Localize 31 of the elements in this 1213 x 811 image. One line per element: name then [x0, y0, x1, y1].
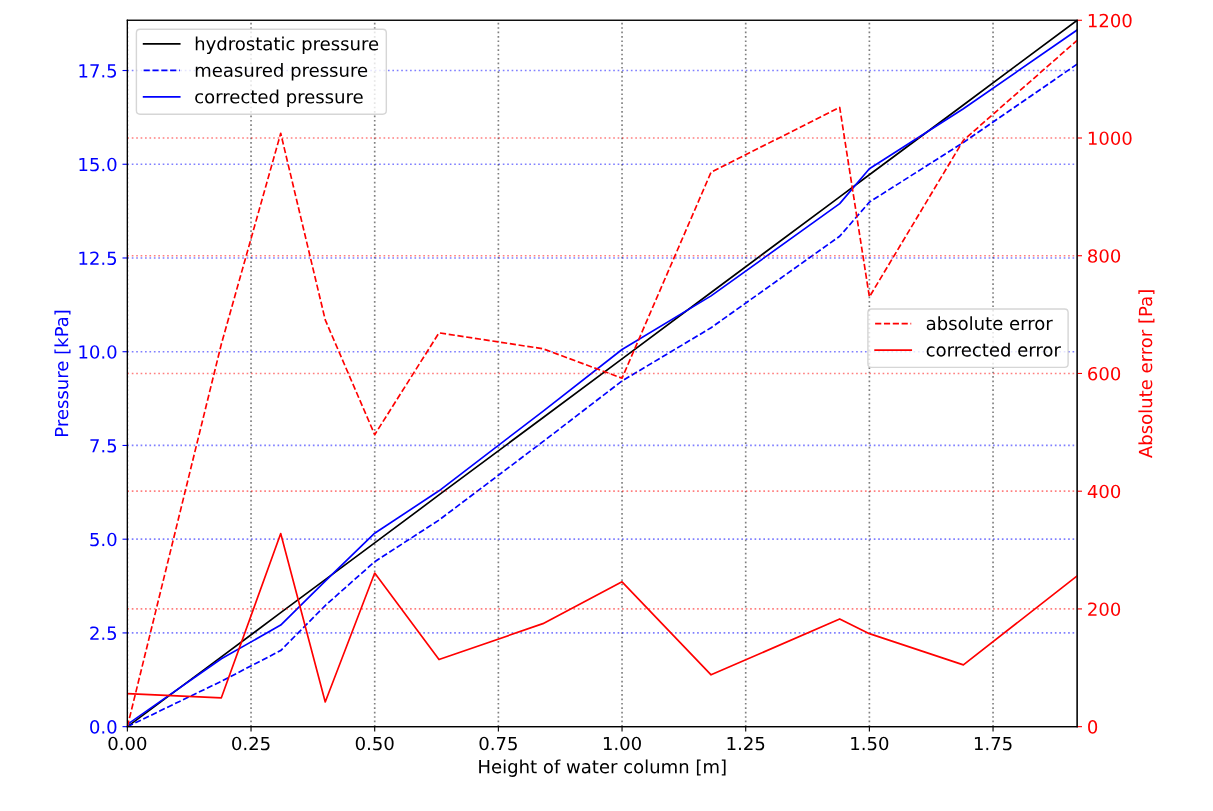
y-tick-label: 5.0 — [90, 532, 117, 547]
x-axis-title: Height of water column [m] — [479, 759, 726, 777]
x-tick-label: 0.75 — [479, 736, 517, 751]
y-tick-label: 15.0 — [79, 157, 117, 172]
legend-label: corrected pressure — [195, 89, 363, 107]
y2-tick-label: 0 — [1088, 720, 1098, 734]
legend-label: corrected error — [926, 342, 1061, 357]
y-tick-label: 12.5 — [79, 251, 117, 266]
x-tick-label: 0.25 — [232, 736, 270, 751]
y2-tick-label: 200 — [1088, 602, 1121, 617]
legend-label: absolute error — [926, 316, 1053, 331]
legend-label: hydrostatic pressure — [195, 36, 379, 54]
y-tick-label: 7.5 — [90, 439, 117, 453]
x-tick-label: 0.00 — [108, 736, 147, 751]
y2-tick-label: 1000 — [1088, 131, 1132, 146]
x-tick-label: 1.00 — [603, 736, 641, 751]
y-tick-label: 17.5 — [79, 64, 117, 78]
y2-tick-label: 800 — [1088, 249, 1121, 263]
y-tick-label: 10.0 — [79, 345, 117, 359]
y-axis-title: Pressure [kPa] — [54, 310, 71, 436]
y2-axis-title: Absolute error [Pa] — [1138, 290, 1155, 458]
x-tick-label: 1.75 — [974, 736, 1012, 751]
y-tick-label: 0.0 — [90, 720, 117, 734]
y2-tick-label: 1200 — [1088, 13, 1132, 28]
x-tick-label: 1.50 — [851, 736, 889, 751]
x-tick-label: 1.25 — [727, 736, 765, 751]
legend-label: measured pressure — [195, 63, 368, 81]
y2-tick-label: 400 — [1087, 484, 1121, 499]
x-tick-label: 0.50 — [355, 736, 394, 751]
y2-tick-label: 600 — [1088, 366, 1121, 381]
y-tick-label: 2.5 — [90, 626, 117, 641]
